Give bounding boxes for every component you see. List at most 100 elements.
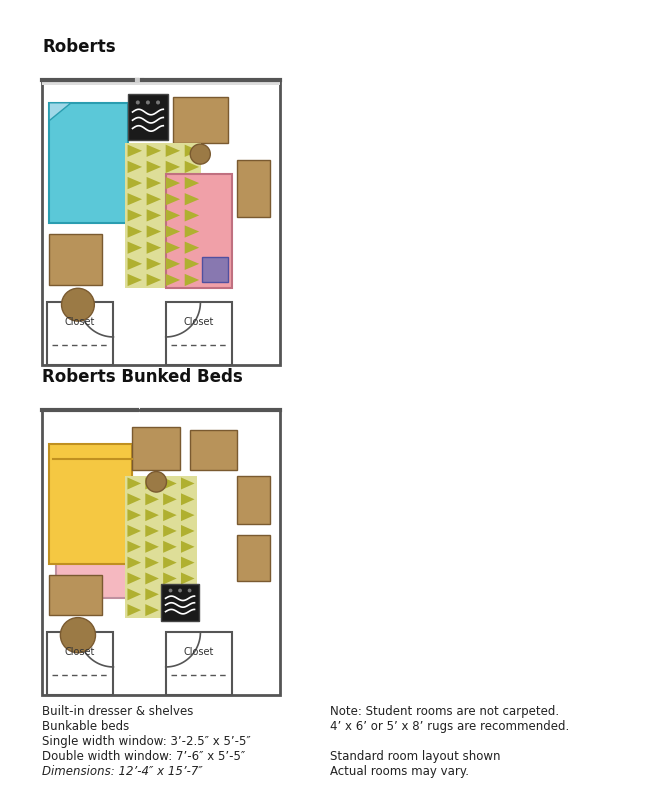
Polygon shape [163,493,177,506]
Polygon shape [127,477,141,490]
Polygon shape [185,242,199,254]
Polygon shape [166,161,180,173]
Bar [42,80,142,85]
Polygon shape [146,604,159,616]
Polygon shape [166,193,180,206]
Bar [49,575,101,615]
Bar [47,302,113,365]
Text: Single width window: 3’-2.5″ x 5’-5″: Single width window: 3’-2.5″ x 5’-5″ [42,735,251,748]
Polygon shape [127,572,141,585]
Polygon shape [181,557,194,568]
Bar [161,584,199,621]
Polygon shape [147,210,161,221]
Text: Closet: Closet [184,648,214,657]
Bar [166,632,233,695]
Polygon shape [146,493,159,506]
Bar [127,94,168,140]
Polygon shape [166,242,180,254]
Polygon shape [163,525,177,537]
Bar [237,160,270,217]
Polygon shape [185,257,199,270]
Circle shape [190,144,211,164]
Polygon shape [185,177,199,189]
Bar [173,97,227,143]
Circle shape [146,100,150,104]
Bar [42,80,280,365]
Polygon shape [127,541,141,553]
Polygon shape [181,604,194,616]
Polygon shape [147,257,161,270]
Circle shape [136,100,140,104]
Polygon shape [127,257,142,270]
Polygon shape [127,525,141,537]
Bar [49,234,101,285]
Polygon shape [127,210,142,221]
Polygon shape [127,242,142,254]
Polygon shape [181,541,194,553]
Bar [42,410,280,695]
Polygon shape [185,274,199,286]
Polygon shape [163,604,177,616]
Text: Dimensions: 12’-4″ x 15’-7″: Dimensions: 12’-4″ x 15’-7″ [42,765,203,778]
Bar [166,174,233,288]
Polygon shape [147,161,161,173]
Bar [133,427,180,470]
Polygon shape [185,161,199,173]
Polygon shape [127,588,141,601]
Polygon shape [181,477,194,490]
Text: Closet: Closet [184,317,214,327]
Polygon shape [127,225,142,238]
Bar [190,430,237,470]
Polygon shape [181,493,194,506]
Polygon shape [163,588,177,601]
Polygon shape [49,103,71,121]
Polygon shape [163,557,177,568]
Bar [49,444,133,564]
Text: Actual rooms may vary.: Actual rooms may vary. [330,765,469,778]
Polygon shape [146,477,159,490]
Text: Note: Student rooms are not carpeted.: Note: Student rooms are not carpeted. [330,705,559,718]
Polygon shape [147,193,161,206]
Polygon shape [147,225,161,238]
Polygon shape [127,161,142,173]
Text: Roberts: Roberts [42,38,116,56]
Polygon shape [181,572,194,585]
Polygon shape [185,225,199,238]
Bar [49,103,127,222]
Text: 4’ x 6’ or 5’ x 8’ rugs are recommended.: 4’ x 6’ or 5’ x 8’ rugs are recommended. [330,720,569,733]
Bar [57,455,133,598]
Polygon shape [185,144,199,157]
Polygon shape [127,557,141,568]
Polygon shape [127,144,142,157]
Polygon shape [127,604,141,616]
Polygon shape [127,493,141,506]
Text: Roberts Bunked Beds: Roberts Bunked Beds [42,368,242,386]
Bar [237,476,270,524]
Text: Standard room layout shown: Standard room layout shown [330,750,500,763]
Bar [142,80,280,85]
Bar [47,632,113,695]
Polygon shape [166,274,180,286]
Circle shape [188,589,192,593]
Bar [125,143,202,288]
Polygon shape [181,525,194,537]
Polygon shape [147,144,161,157]
Polygon shape [163,509,177,521]
Circle shape [146,472,166,492]
Polygon shape [146,588,159,601]
Polygon shape [185,210,199,221]
Polygon shape [163,541,177,553]
Polygon shape [127,274,142,286]
Polygon shape [146,509,159,521]
Polygon shape [166,210,180,221]
Circle shape [168,589,172,593]
Polygon shape [181,588,194,601]
Polygon shape [163,477,177,490]
Polygon shape [166,177,180,189]
Bar [202,257,228,283]
Polygon shape [146,525,159,537]
Text: Closet: Closet [65,317,96,327]
Text: Bunkable beds: Bunkable beds [42,720,129,733]
Bar [237,535,270,581]
Bar [166,302,233,365]
